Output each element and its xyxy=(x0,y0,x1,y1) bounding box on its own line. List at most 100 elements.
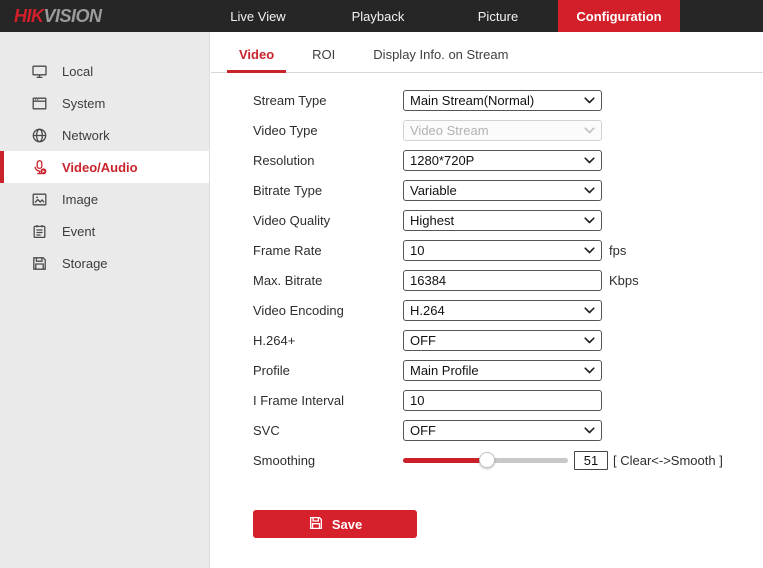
save-icon xyxy=(308,515,324,534)
save-button-label: Save xyxy=(331,516,363,532)
field-label: Video Quality xyxy=(253,212,331,228)
field-label: Resolution xyxy=(253,152,315,168)
h264-plus-select[interactable]: OFF xyxy=(403,329,602,351)
chevron-down-icon xyxy=(584,426,595,434)
form-row-frame-rate: Frame Rate 10 fps xyxy=(253,235,763,265)
select-value: OFF xyxy=(410,422,436,438)
field-label: Video Encoding xyxy=(253,302,344,318)
field-label: Max. Bitrate xyxy=(253,272,323,288)
top-navigation: Live View Playback Picture Configuration xyxy=(198,0,680,32)
form-row-svc: SVC OFF xyxy=(253,415,763,445)
select-value: OFF xyxy=(410,332,436,348)
sidebar-item-local[interactable]: Local xyxy=(0,55,209,87)
chevron-down-icon xyxy=(584,246,595,254)
chevron-down-icon xyxy=(584,366,595,374)
sidebar-item-label: Video/Audio xyxy=(62,159,138,175)
form-row-resolution: Resolution 1280*720P xyxy=(253,145,763,175)
select-value: Variable xyxy=(410,182,457,198)
svc-select[interactable]: OFF xyxy=(403,419,602,441)
sidebar-item-system[interactable]: System xyxy=(0,87,209,119)
logo-text-hik: HIK xyxy=(14,5,44,26)
form-row-video-quality: Video Quality Highest xyxy=(253,205,763,235)
main-content: Video ROI Display Info. on Stream Stream… xyxy=(211,32,763,568)
select-value: 10 xyxy=(410,242,425,258)
sidebar-item-label: Local xyxy=(62,63,94,79)
select-value: Video Stream xyxy=(410,122,489,138)
field-label: Frame Rate xyxy=(253,242,322,258)
sidebar-item-label: Image xyxy=(62,191,99,207)
form-row-smoothing: Smoothing [ Clear<->Smooth ] xyxy=(253,445,763,475)
frame-rate-select[interactable]: 10 xyxy=(403,239,602,261)
video-encoding-select[interactable]: H.264 xyxy=(403,299,602,321)
sidebar-item-label: Event xyxy=(62,223,96,239)
nav-live-view[interactable]: Live View xyxy=(230,8,286,24)
select-value: Main Stream(Normal) xyxy=(410,92,535,108)
sidebar-item-image[interactable]: Image xyxy=(0,183,209,215)
nav-picture[interactable]: Picture xyxy=(477,8,519,24)
max-bitrate-input[interactable] xyxy=(403,269,602,291)
window-icon xyxy=(30,94,48,112)
tab-video[interactable]: Video xyxy=(227,47,287,73)
sidebar-item-label: System xyxy=(62,95,106,111)
select-value: H.264 xyxy=(410,302,445,318)
form-row-profile: Profile Main Profile xyxy=(253,355,763,385)
sidebar-item-video-audio[interactable]: Video/Audio xyxy=(0,151,209,183)
tabbar: Video ROI Display Info. on Stream xyxy=(211,32,763,73)
fps-unit-label: fps xyxy=(609,242,627,258)
select-value: 1280*720P xyxy=(410,152,475,168)
sidebar-item-label: Network xyxy=(62,127,110,143)
sidebar: Local System Network Video/Audio xyxy=(0,32,210,568)
field-label: H.264+ xyxy=(253,332,296,348)
sidebar-item-storage[interactable]: Storage xyxy=(0,247,209,279)
event-icon xyxy=(30,222,48,240)
stream-type-select[interactable]: Main Stream(Normal) xyxy=(403,89,602,111)
image-icon xyxy=(30,190,48,208)
form-row-stream-type: Stream Type Main Stream(Normal) xyxy=(253,85,763,115)
field-label: I Frame Interval xyxy=(253,392,345,408)
smoothing-hint-label: [ Clear<->Smooth ] xyxy=(613,452,723,468)
chevron-down-icon xyxy=(584,216,595,224)
hikvision-logo: HIK VISION xyxy=(14,0,102,32)
form-row-video-encoding: Video Encoding H.264 xyxy=(253,295,763,325)
save-button[interactable]: Save xyxy=(253,510,417,538)
chevron-down-icon xyxy=(584,96,595,104)
slider-fill xyxy=(403,457,488,463)
field-label: Bitrate Type xyxy=(253,182,323,198)
video-quality-select[interactable]: Highest xyxy=(403,209,602,231)
slider-handle[interactable] xyxy=(479,452,496,468)
smoothing-slider[interactable] xyxy=(403,450,568,470)
chevron-down-icon xyxy=(584,336,595,344)
kbps-unit-label: Kbps xyxy=(609,272,639,288)
chevron-down-icon xyxy=(584,156,595,164)
form-row-i-frame-interval: I Frame Interval xyxy=(253,385,763,415)
field-label: Stream Type xyxy=(253,92,327,108)
nav-playback[interactable]: Playback xyxy=(351,8,405,24)
field-label: Video Type xyxy=(253,122,318,138)
microphone-icon xyxy=(30,158,48,176)
sidebar-item-event[interactable]: Event xyxy=(0,215,209,247)
field-label: SVC xyxy=(253,422,280,438)
tab-roi[interactable]: ROI xyxy=(312,47,336,62)
storage-icon xyxy=(30,254,48,272)
field-label: Smoothing xyxy=(253,452,316,468)
slider-track[interactable] xyxy=(403,452,568,468)
sidebar-item-network[interactable]: Network xyxy=(0,119,209,151)
globe-icon xyxy=(30,126,48,144)
resolution-select[interactable]: 1280*720P xyxy=(403,149,602,171)
profile-select[interactable]: Main Profile xyxy=(403,359,602,381)
monitor-icon xyxy=(30,62,48,80)
sidebar-item-label: Storage xyxy=(62,255,108,271)
form-row-max-bitrate: Max. Bitrate Kbps xyxy=(253,265,763,295)
bitrate-type-select[interactable]: Variable xyxy=(403,179,602,201)
logo-text-vision: VISION xyxy=(43,5,103,26)
select-value: Main Profile xyxy=(410,362,479,378)
smoothing-value-input[interactable] xyxy=(574,450,608,470)
form-row-h264-plus: H.264+ OFF xyxy=(253,325,763,355)
form-row-bitrate-type: Bitrate Type Variable xyxy=(253,175,763,205)
nav-configuration[interactable]: Configuration xyxy=(558,0,680,32)
form-row-video-type: Video Type Video Stream xyxy=(253,115,763,145)
field-label: Profile xyxy=(253,362,290,378)
i-frame-interval-input[interactable] xyxy=(403,389,602,411)
video-type-select: Video Stream xyxy=(403,119,602,141)
tab-display-info-on-stream[interactable]: Display Info. on Stream xyxy=(373,47,509,62)
